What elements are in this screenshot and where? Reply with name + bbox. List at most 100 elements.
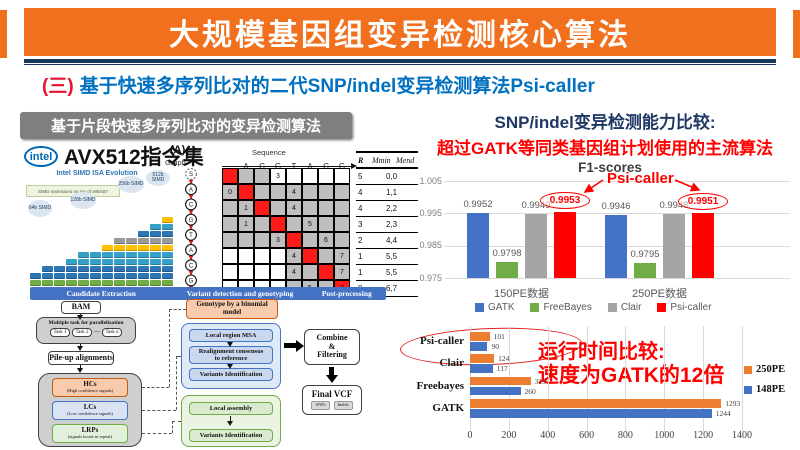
simd-block bbox=[114, 266, 125, 272]
legend-swatch bbox=[607, 303, 617, 312]
matrix-cell bbox=[238, 232, 254, 248]
flow-arrow bbox=[77, 346, 83, 351]
svg-text:S: S bbox=[189, 172, 193, 178]
flow-bam-box: BAM bbox=[61, 301, 101, 314]
simd-block bbox=[126, 266, 137, 272]
simd-staircase bbox=[30, 210, 174, 286]
graph-node bbox=[185, 259, 197, 272]
task-ellipsis: — bbox=[94, 329, 100, 336]
simd-block bbox=[42, 266, 53, 272]
dashed-connector bbox=[169, 309, 170, 387]
bar-value-label: 0.9946 bbox=[601, 200, 631, 212]
simd-block bbox=[102, 245, 113, 251]
slide-frame-left-accent bbox=[0, 10, 7, 58]
bar-value-label: 1293 bbox=[725, 399, 741, 408]
flow-pileup-box: Pile-up alignments bbox=[48, 351, 114, 365]
matrix-cell bbox=[286, 232, 302, 248]
matrix-cell: 4 bbox=[286, 184, 302, 200]
chip-indels: Indels bbox=[333, 401, 353, 411]
side-table-row: 5 0,0 bbox=[356, 169, 418, 185]
task-2: Task 2 bbox=[72, 328, 92, 338]
simd-block bbox=[162, 238, 173, 244]
simd-block bbox=[78, 280, 89, 286]
legend-label: GATK bbox=[488, 302, 515, 313]
legend-item-250pe: 250PE bbox=[744, 364, 785, 375]
bar-gatk bbox=[605, 214, 627, 278]
simd-block bbox=[90, 266, 101, 272]
simd-block bbox=[66, 280, 77, 286]
simd-block bbox=[102, 259, 113, 265]
flow-arrow bbox=[77, 368, 83, 373]
subtitle-text: 基于快速多序列比对的二代SNP/indel变异检测算法Psi-caller bbox=[79, 76, 595, 97]
simd-bubble-512b: 512b SIMD bbox=[146, 170, 170, 186]
simd-block bbox=[114, 252, 125, 258]
simd-block bbox=[150, 238, 161, 244]
matrix-cell bbox=[222, 168, 238, 184]
group-label: 250PE数据 bbox=[631, 288, 688, 300]
subtitle: (三) 基于快速多序列比对的二代SNP/indel变异检测算法Psi-caller bbox=[42, 71, 595, 98]
simd-block bbox=[138, 231, 149, 237]
matrix-cell bbox=[302, 248, 318, 264]
svg-text:G: G bbox=[189, 279, 194, 285]
bar-value-label: 124 bbox=[498, 354, 510, 364]
y-axis-tick: 0.995 bbox=[419, 207, 442, 218]
legend-label: 250PE bbox=[756, 364, 786, 375]
bar-250pe bbox=[470, 332, 490, 341]
matrix-cell bbox=[222, 216, 238, 232]
simd-block bbox=[126, 252, 137, 258]
simd-bubble-256b: 256b SIMD bbox=[118, 176, 144, 193]
simd-block bbox=[162, 231, 173, 237]
flow-msa-step1: Local region MSA bbox=[189, 329, 273, 342]
matrix-cell bbox=[302, 264, 318, 280]
flow-arrow bbox=[227, 342, 233, 347]
legend-item-freebayes: FreeBayes bbox=[530, 302, 592, 313]
simd-block bbox=[138, 245, 149, 251]
slide-frame-right-accent bbox=[793, 10, 800, 58]
matrix-cell bbox=[302, 200, 318, 216]
slide-title-banner: 大规模基因组变异检测核心算法 bbox=[24, 8, 776, 56]
title-divider bbox=[24, 59, 776, 65]
chip-snps: SNPs bbox=[311, 401, 330, 411]
bar-148pe bbox=[470, 386, 521, 396]
simd-block bbox=[150, 224, 161, 230]
side-table-row: 4 1,1 bbox=[356, 185, 418, 201]
graph-node bbox=[185, 213, 197, 226]
bar-gatk bbox=[467, 212, 489, 278]
comparison-title: SNP/indel变异检测能力比较: bbox=[494, 113, 716, 132]
dashed-connector bbox=[142, 387, 169, 388]
simd-block bbox=[162, 259, 173, 265]
matrix-cell bbox=[334, 232, 350, 248]
legend-item-psi-caller: Psi-caller bbox=[657, 302, 712, 313]
simd-block bbox=[102, 280, 113, 286]
matrix-cell bbox=[254, 232, 270, 248]
matrix-cell bbox=[254, 248, 270, 264]
matrix-cell: 1 bbox=[238, 200, 254, 216]
matrix-cell: 5 bbox=[302, 216, 318, 232]
gridline bbox=[445, 181, 790, 182]
matrix-cell: 4 bbox=[286, 200, 302, 216]
graph-node bbox=[185, 168, 197, 180]
bar-250pe bbox=[470, 376, 531, 386]
simd-block bbox=[150, 266, 161, 272]
matrix-cell bbox=[222, 232, 238, 248]
legend-swatch bbox=[744, 365, 752, 374]
matrix-cell bbox=[254, 184, 270, 200]
matrix-cell: 3 bbox=[270, 168, 286, 184]
side-table-row: 1 5,5 bbox=[356, 265, 418, 281]
matrix-cell bbox=[270, 216, 286, 232]
x-axis-tick: 600 bbox=[579, 430, 595, 441]
highlight-oval: 0.9953 bbox=[540, 192, 590, 210]
simd-block bbox=[150, 280, 161, 286]
vcf-chips: SNPs Indels bbox=[311, 401, 353, 411]
graph-node bbox=[185, 274, 197, 287]
x-axis-tick: 200 bbox=[501, 430, 517, 441]
group-label: 150PE数据 bbox=[493, 288, 550, 300]
simd-block bbox=[54, 273, 65, 279]
matrix-cell: 7 bbox=[334, 264, 350, 280]
bar-148pe bbox=[470, 409, 712, 418]
side-table-header: R Mmin Mend bbox=[356, 151, 418, 169]
simd-evolution-chart: Intel SIMD ISA Evolution SIMD extensions… bbox=[22, 170, 174, 290]
flow-arrow bbox=[230, 416, 231, 422]
legend-swatch bbox=[744, 385, 752, 394]
simd-block bbox=[126, 245, 137, 251]
